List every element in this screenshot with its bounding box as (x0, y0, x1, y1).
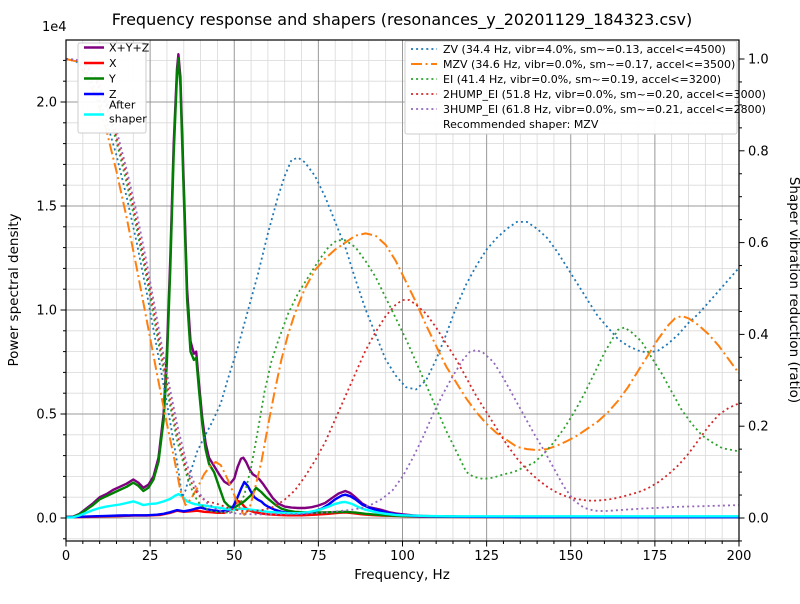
x-tick-label: 125 (474, 549, 499, 564)
legend-label-psd-x: X (109, 57, 117, 70)
legend-label-psd-sum: X+Y+Z (109, 42, 150, 55)
legend-label-shaper-3hump-ei: 3HUMP_EI (61.8 Hz, vibr=0.0%, sm~=0.21, … (443, 103, 766, 116)
legend-label-shaper-mzv: MZV (34.6 Hz, vibr=0.0%, sm~=0.17, accel… (443, 58, 735, 71)
x-tick-label: 100 (390, 549, 415, 564)
curve-psd-y (66, 57, 739, 519)
y-right-tick-label: 0.6 (748, 236, 769, 251)
x-tick-label: 75 (310, 549, 327, 564)
x-tick-label: 175 (642, 549, 667, 564)
legend-shapers-box (404, 40, 738, 135)
curve-psd-after-shaper (66, 492, 739, 519)
x-axis-label: Frequency, Hz (354, 567, 450, 583)
curve-shaper-zv (66, 58, 739, 499)
legend-shapers: ZV (34.4 Hz, vibr=4.0%, sm~=0.13, accel<… (404, 40, 766, 135)
legend-recommended-shaper: Recommended shaper: MZV (443, 118, 599, 131)
x-tick-label: 50 (226, 549, 243, 564)
chart-title: Frequency response and shapers (resonanc… (112, 10, 692, 30)
curve-shaper-3hump-ei (66, 58, 739, 516)
x-tick-label: 25 (142, 549, 159, 564)
y-axis-right-label: Shaper vibration reduction (ratio) (786, 177, 800, 403)
y-left-tick-label: 1.0 (36, 304, 57, 319)
legend-label-shaper-ei: EI (41.4 Hz, vibr=0.0%, sm~=0.19, accel<… (443, 73, 721, 86)
y-left-tick-label: 0.5 (36, 408, 57, 423)
shaper-curves (66, 58, 739, 516)
psd-curves (66, 53, 739, 519)
legend-label-shaper-2hump-ei: 2HUMP_EI (51.8 Hz, vibr=0.0%, sm~=0.20, … (443, 88, 766, 101)
y-right-tick-label: 0.0 (748, 512, 769, 527)
y-axis-offset-label: 1e4 (42, 20, 67, 35)
legend-label-shaper-zv: ZV (34.4 Hz, vibr=4.0%, sm~=0.13, accel<… (443, 43, 726, 56)
tick-labels: 0 25 50 75 100 125 150 175 200 0.0 0.5 1.0 1.5 2.0 0.0… (36, 53, 768, 565)
curve-shaper-2hump-ei (66, 58, 739, 513)
y-axis-left-label: Power spectral density (6, 213, 22, 366)
y-right-tick-label: 1.0 (748, 53, 769, 68)
y-right-tick-label: 0.4 (748, 328, 769, 343)
y-left-tick-label: 0.0 (36, 512, 57, 527)
curve-shaper-ei (66, 58, 739, 514)
y-left-tick-label: 1.5 (36, 200, 57, 215)
legend-label-psd-after-shaper: shaper (109, 113, 147, 126)
x-tick-label: 150 (558, 549, 583, 564)
curve-shaper-mzv (66, 58, 739, 516)
legend-psd-box (77, 42, 147, 134)
y-right-tick-label: 0.8 (748, 144, 769, 159)
x-tick-label: 0 (62, 549, 70, 564)
legend-label-psd-after-shaper: After (109, 99, 136, 112)
legend-label-psd-z: Z (109, 88, 117, 101)
legend-label-psd-y: Y (108, 73, 116, 86)
y-left-tick-label: 2.0 (36, 96, 57, 111)
axis-ticks (60, 58, 745, 547)
x-tick-label: 200 (727, 549, 752, 564)
y-right-tick-label: 0.2 (748, 420, 769, 435)
